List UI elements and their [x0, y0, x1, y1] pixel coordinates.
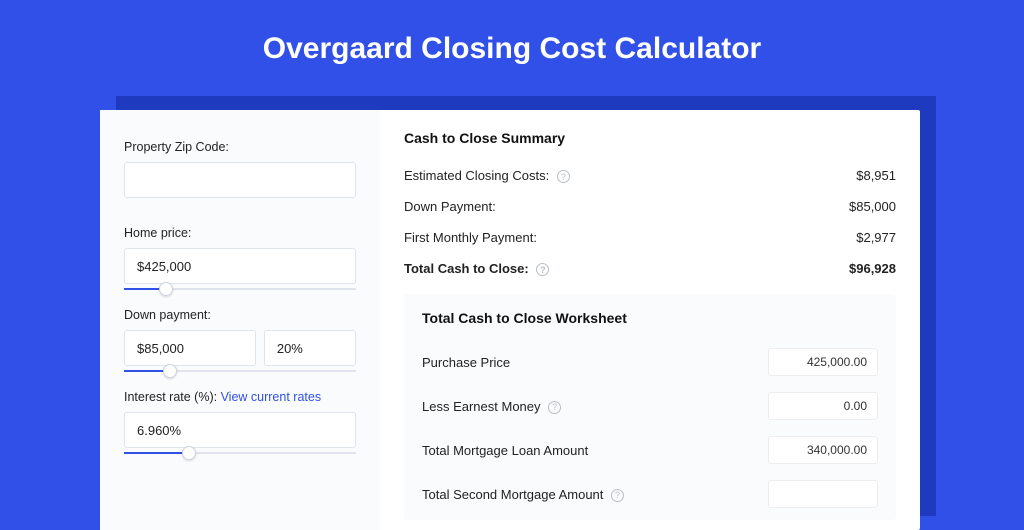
- view-rates-link[interactable]: View current rates: [221, 390, 322, 404]
- summary-row-down-payment: Down Payment: $85,000: [404, 191, 896, 222]
- down-payment-slider-thumb[interactable]: [163, 364, 177, 378]
- home-price-label: Home price:: [124, 226, 356, 240]
- ws-value-second-mortgage[interactable]: [768, 480, 878, 508]
- ws-value-purchase-price[interactable]: [768, 348, 878, 376]
- summary-value: $2,977: [856, 230, 896, 245]
- field-home-price: Home price:: [124, 226, 356, 290]
- home-price-slider-thumb[interactable]: [159, 282, 173, 296]
- ws-row-second-mortgage: Total Second Mortgage Amount ?: [422, 472, 878, 516]
- inputs-panel: Property Zip Code: Home price: Down paym…: [100, 110, 380, 530]
- ws-row-earnest-money: Less Earnest Money ?: [422, 384, 878, 428]
- calculator-card: Property Zip Code: Home price: Down paym…: [100, 110, 920, 530]
- ws-row-mortgage-amount: Total Mortgage Loan Amount: [422, 428, 878, 472]
- page-title: Overgaard Closing Cost Calculator: [0, 0, 1024, 88]
- ws-label: Less Earnest Money: [422, 399, 541, 414]
- interest-label: Interest rate (%): View current rates: [124, 390, 356, 404]
- ws-label: Total Mortgage Loan Amount: [422, 443, 588, 458]
- ws-label: Total Second Mortgage Amount: [422, 487, 603, 502]
- field-down-payment: Down payment:: [124, 308, 356, 372]
- summary-value: $96,928: [849, 261, 896, 276]
- interest-label-text: Interest rate (%):: [124, 390, 221, 404]
- summary-label: First Monthly Payment:: [404, 230, 537, 245]
- home-price-input[interactable]: [124, 248, 356, 284]
- worksheet-heading: Total Cash to Close Worksheet: [422, 310, 878, 326]
- field-interest-rate: Interest rate (%): View current rates: [124, 390, 356, 454]
- ws-value-mortgage-amount[interactable]: [768, 436, 878, 464]
- results-panel: Cash to Close Summary Estimated Closing …: [380, 110, 920, 530]
- summary-heading: Cash to Close Summary: [404, 130, 896, 146]
- interest-input[interactable]: [124, 412, 356, 448]
- down-payment-slider[interactable]: [124, 370, 356, 372]
- summary-row-total: Total Cash to Close: ? $96,928: [404, 253, 896, 284]
- field-zip: Property Zip Code:: [124, 140, 356, 220]
- interest-slider-fill: [124, 452, 189, 454]
- down-payment-input[interactable]: [124, 330, 256, 366]
- zip-label: Property Zip Code:: [124, 140, 356, 154]
- interest-slider-thumb[interactable]: [182, 446, 196, 460]
- down-payment-label: Down payment:: [124, 308, 356, 322]
- summary-label: Total Cash to Close:: [404, 261, 529, 276]
- zip-input[interactable]: [124, 162, 356, 198]
- ws-value-earnest-money[interactable]: [768, 392, 878, 420]
- ws-row-purchase-price: Purchase Price: [422, 340, 878, 384]
- interest-slider[interactable]: [124, 452, 356, 454]
- summary-label: Estimated Closing Costs:: [404, 168, 549, 183]
- help-icon[interactable]: ?: [548, 401, 561, 414]
- summary-row-closing-costs: Estimated Closing Costs: ? $8,951: [404, 160, 896, 191]
- home-price-slider[interactable]: [124, 288, 356, 290]
- help-icon[interactable]: ?: [611, 489, 624, 502]
- help-icon[interactable]: ?: [557, 170, 570, 183]
- help-icon[interactable]: ?: [536, 263, 549, 276]
- summary-value: $85,000: [849, 199, 896, 214]
- worksheet-panel: Total Cash to Close Worksheet Purchase P…: [404, 294, 896, 520]
- summary-value: $8,951: [856, 168, 896, 183]
- ws-label: Purchase Price: [422, 355, 510, 370]
- down-payment-pct-input[interactable]: [264, 330, 356, 366]
- summary-row-first-payment: First Monthly Payment: $2,977: [404, 222, 896, 253]
- summary-label: Down Payment:: [404, 199, 496, 214]
